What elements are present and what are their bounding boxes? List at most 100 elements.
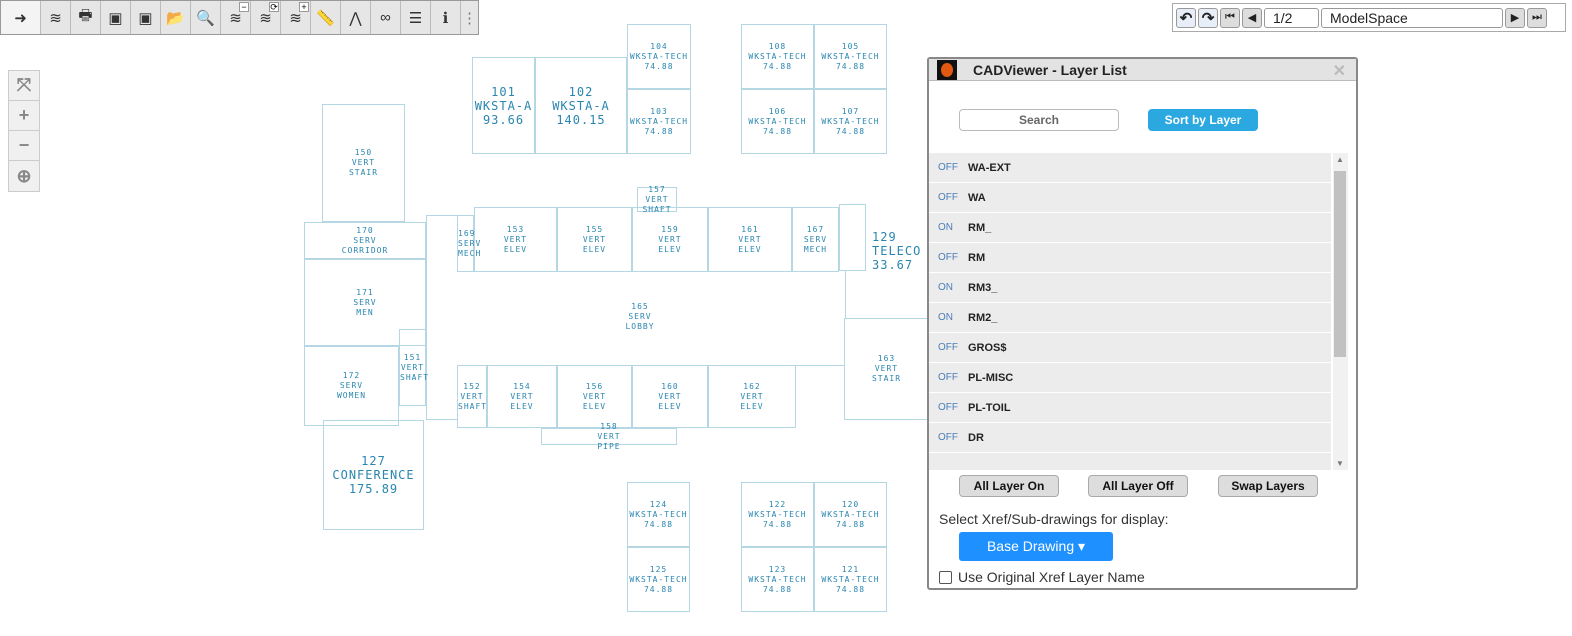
layer-row[interactable]: OFF DR <box>929 423 1331 453</box>
room-171[interactable]: 171 SERV MEN <box>304 259 426 346</box>
layer-row[interactable]: OFF WA <box>929 183 1331 213</box>
room-101[interactable]: 101 WKSTA-A 93.66 <box>472 57 535 154</box>
glasses-button[interactable]: ∞ <box>371 1 401 34</box>
layer-row[interactable] <box>929 453 1331 470</box>
layer-list-scrollbar[interactable]: ▲ ▼ <box>1333 153 1348 470</box>
room-121[interactable]: 121 WKSTA-TECH 74.88 <box>814 547 887 612</box>
room-156[interactable]: 156 VERT ELEV <box>557 365 632 428</box>
info-button[interactable]: ℹ <box>431 1 461 34</box>
space-select[interactable]: ModelSpace <box>1321 7 1503 28</box>
layer-row[interactable]: ON RM3_ <box>929 273 1331 303</box>
room-167[interactable]: 167 SERV MECH <box>792 207 839 272</box>
room-106[interactable]: 106 WKSTA-TECH 74.88 <box>741 89 814 154</box>
room-151[interactable]: 151 VERT SHAFT <box>399 329 428 406</box>
close-icon[interactable]: ✕ <box>1332 63 1346 80</box>
layer-state-toggle[interactable]: OFF <box>938 162 958 173</box>
layer-state-toggle[interactable]: OFF <box>938 372 958 383</box>
layer-state-toggle[interactable]: ON <box>938 282 953 293</box>
scroll-down-icon[interactable]: ▼ <box>1336 459 1344 468</box>
layer-state-toggle[interactable]: ON <box>938 222 953 233</box>
arrow-layers-button[interactable]: ➜ <box>1 1 41 34</box>
room-155[interactable]: 155 VERT ELEV <box>557 207 632 272</box>
first-page-button[interactable]: ⏮ <box>1220 7 1240 28</box>
room-125[interactable]: 125 WKSTA-TECH 74.88 <box>627 547 690 612</box>
lines-button[interactable]: ☰ <box>401 1 431 34</box>
room-108[interactable]: 108 WKSTA-TECH 74.88 <box>741 24 814 89</box>
page-number-field[interactable]: 1/2 <box>1264 7 1319 28</box>
room-label-line: ELEV <box>738 244 762 254</box>
all-layer-off-button[interactable]: All Layer Off <box>1088 475 1188 497</box>
room-123[interactable]: 123 WKSTA-TECH 74.88 <box>741 547 814 612</box>
zoom-out-icon[interactable]: − <box>9 131 39 161</box>
next-page-button[interactable]: ▶ <box>1505 7 1525 28</box>
room-105[interactable]: 105 WKSTA-TECH 74.88 <box>814 24 887 89</box>
more-button[interactable]: ⋮ <box>461 1 478 34</box>
scrollbar-thumb[interactable] <box>1334 171 1346 357</box>
room-label-line: 120 <box>841 499 860 509</box>
dialog-titlebar[interactable]: CADViewer - Layer List ✕ <box>929 59 1356 81</box>
base-drawing-dropdown[interactable]: Base Drawing ▾ <box>959 532 1113 561</box>
zoom-extents-icon[interactable]: ⤧ <box>9 71 39 101</box>
room-label-line: VERT <box>460 391 484 401</box>
room-122[interactable]: 122 WKSTA-TECH 74.88 <box>741 482 814 547</box>
open-folder-button[interactable]: 📂 <box>161 1 191 34</box>
room-150[interactable]: 150 VERT STAIR <box>322 104 405 222</box>
redo-button[interactable]: ↷ <box>1198 7 1218 28</box>
layer-row[interactable]: ON RM2_ <box>929 303 1331 333</box>
window-black-button[interactable]: ▣ <box>101 1 131 34</box>
room-120[interactable]: 120 WKSTA-TECH 74.88 <box>814 482 887 547</box>
room-154[interactable]: 154 VERT ELEV <box>487 365 557 428</box>
all-layer-on-button[interactable]: All Layer On <box>959 475 1059 497</box>
room-107[interactable]: 107 WKSTA-TECH 74.88 <box>814 89 887 154</box>
layer-state-toggle[interactable]: OFF <box>938 432 958 443</box>
zoom-window-icon[interactable]: ⊕ <box>16 165 32 186</box>
layer-state-toggle[interactable]: OFF <box>938 192 958 203</box>
layer-state-toggle[interactable]: OFF <box>938 252 958 263</box>
search-input[interactable]: Search <box>959 109 1119 131</box>
room-127[interactable]: 127 CONFERENCE 175.89 <box>323 420 424 530</box>
layer-state-toggle[interactable]: OFF <box>938 342 958 353</box>
room-104[interactable]: 104 WKSTA-TECH 74.88 <box>627 24 691 89</box>
room-124[interactable]: 124 WKSTA-TECH 74.88 <box>627 482 690 547</box>
room-label-line: SERV <box>803 234 828 244</box>
room-172[interactable]: 172 SERV WOMEN <box>304 346 399 426</box>
room-102[interactable]: 102 WKSTA-A 140.15 <box>535 57 627 154</box>
sort-by-layer-button[interactable]: Sort by Layer <box>1148 109 1258 131</box>
room-162[interactable]: 162 VERT ELEV <box>708 365 796 428</box>
layer-row[interactable]: OFF RM <box>929 243 1331 273</box>
room-159[interactable]: 159 VERT ELEV <box>632 207 708 272</box>
room-157[interactable]: 157 VERT SHAFT <box>637 185 677 214</box>
room-103[interactable]: 103 WKSTA-TECH 74.88 <box>627 89 691 154</box>
zoom-in-icon[interactable]: + <box>9 101 39 131</box>
room-158[interactable]: 158 VERT PIPE <box>541 422 677 451</box>
room-169[interactable]: 169 SERV MECH <box>457 215 480 272</box>
layer-row[interactable]: OFF WA-EXT <box>929 153 1331 183</box>
search-text-button[interactable]: 🔍 <box>191 1 221 34</box>
layer-row[interactable]: OFF PL-TOIL <box>929 393 1331 423</box>
room-163[interactable]: 163 VERT STAIR <box>844 318 929 420</box>
compass-button[interactable]: ⋀ <box>341 1 371 34</box>
last-page-button[interactable]: ⏭ <box>1527 7 1547 28</box>
layer-row[interactable]: ON RM_ <box>929 213 1331 243</box>
room-161[interactable]: 161 VERT ELEV <box>708 207 792 272</box>
scroll-up-icon[interactable]: ▲ <box>1336 155 1344 164</box>
ruler-button[interactable]: 📏 <box>311 1 341 34</box>
layers-button[interactable]: ≋ <box>41 1 71 34</box>
print-button[interactable]: 🖶 <box>71 1 101 34</box>
room-153[interactable]: 153 VERT ELEV <box>474 207 557 272</box>
layer-state-toggle[interactable]: ON <box>938 312 953 323</box>
undo-button[interactable]: ↶ <box>1176 7 1196 28</box>
prev-page-button[interactable]: ◀ <box>1242 7 1262 28</box>
use-original-xref-checkbox[interactable]: Use Original Xref Layer Name <box>939 569 1145 585</box>
layer-swap-button[interactable]: ≋ ⟳ <box>251 1 281 34</box>
room-160[interactable]: 160 VERT ELEV <box>632 365 708 428</box>
layer-state-toggle[interactable]: OFF <box>938 402 958 413</box>
window-color-button[interactable]: ▣ <box>131 1 161 34</box>
layer-plus-button[interactable]: ≋ + <box>281 1 311 34</box>
layer-minus-button[interactable]: ≋ − <box>221 1 251 34</box>
room-170[interactable]: 170 SERV CORRIDOR <box>304 222 426 259</box>
layer-row[interactable]: OFF PL-MISC <box>929 363 1331 393</box>
room-152[interactable]: 152 VERT SHAFT <box>457 365 487 428</box>
swap-layers-button[interactable]: Swap Layers <box>1218 475 1318 497</box>
layer-row[interactable]: OFF GROS$ <box>929 333 1331 363</box>
